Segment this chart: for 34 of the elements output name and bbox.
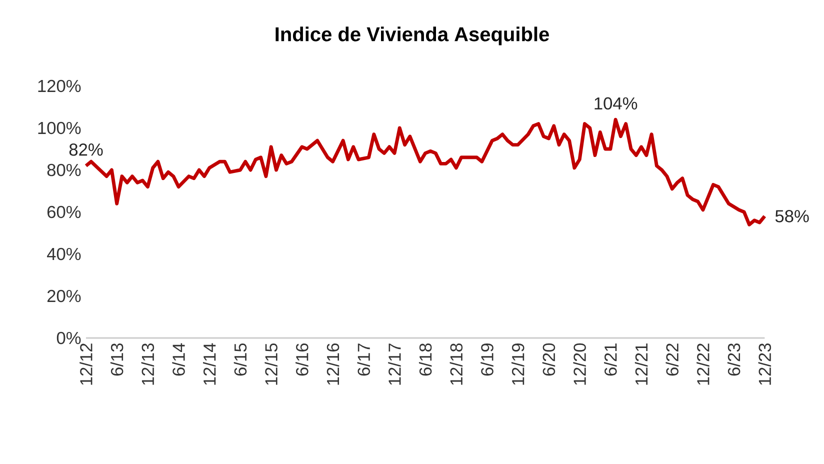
x-tick-label: 12/16 (326, 343, 340, 385)
x-tick-label: 6/23 (727, 343, 740, 376)
y-tick-label: 80% (47, 164, 81, 176)
x-tick-label: 12/13 (141, 343, 154, 385)
x-tick-label: 6/17 (357, 344, 370, 376)
x-tick-label: 12/14 (203, 343, 216, 385)
x-tick-label: 6/19 (480, 344, 494, 376)
x-tick-label: 6/15 (234, 343, 247, 376)
x-tick-label: 6/20 (542, 343, 556, 376)
x-tick-label: 12/15 (264, 343, 278, 385)
x-tick-label: 6/13 (110, 343, 124, 376)
data-label: 82% (69, 143, 103, 156)
x-tick-label: 12/21 (634, 344, 648, 385)
chart-title: Indice de Vivienda Asequible (276, 26, 549, 46)
y-tick-label: 40% (46, 248, 81, 260)
x-tick-label: 12/20 (573, 343, 586, 385)
x-tick-label: 6/18 (418, 343, 432, 376)
data-label: 58% (775, 210, 809, 222)
x-tick-label: 6/16 (296, 343, 308, 376)
x-tick-label: 12/18 (450, 343, 463, 385)
y-tick-label: 60% (47, 206, 81, 218)
x-tick-label: 12/17 (388, 344, 401, 385)
x-tick-label: 6/14 (172, 343, 185, 376)
y-tick-label: 100% (38, 122, 81, 134)
x-tick-label: 12/19 (512, 344, 524, 385)
y-tick-label: 120% (38, 80, 81, 92)
x-tick-label: 12/22 (696, 344, 710, 385)
x-tick-label: 6/21 (604, 344, 617, 376)
y-tick-label: 0% (56, 332, 81, 344)
x-tick-label: 12/23 (758, 343, 772, 385)
data-label: 104% (594, 97, 638, 110)
x-tick-label: 12/12 (80, 344, 92, 385)
y-tick-label: 20% (47, 290, 81, 302)
x-tick-label: 6/22 (666, 344, 678, 376)
